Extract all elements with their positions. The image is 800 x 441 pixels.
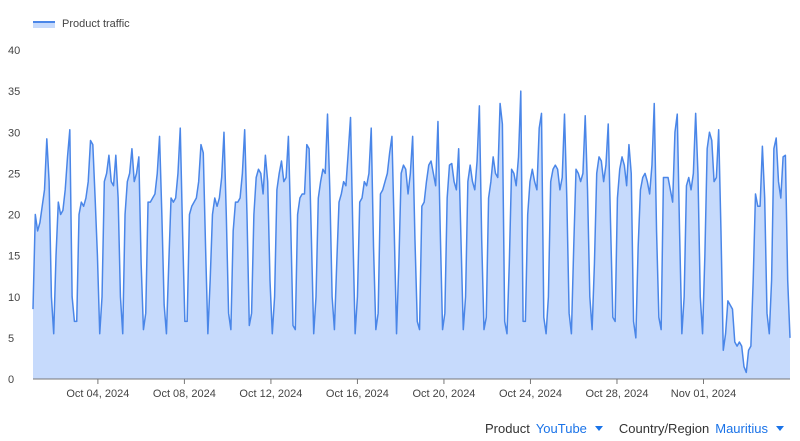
y-tick-label: 0 xyxy=(8,374,14,386)
y-tick-label: 35 xyxy=(8,86,20,98)
x-tick-label: Oct 12, 2024 xyxy=(239,388,302,400)
country-region-dropdown-label: Country/Region xyxy=(618,420,710,436)
y-tick-label: 10 xyxy=(8,292,20,304)
legend-swatch-icon xyxy=(33,20,55,28)
y-tick-label: 30 xyxy=(8,127,20,139)
x-tick-label: Oct 28, 2024 xyxy=(585,388,648,400)
x-tick-label: Oct 20, 2024 xyxy=(412,388,475,400)
y-tick-label: 40 xyxy=(8,45,20,57)
country-region-dropdown[interactable]: Country/Region Mauritius xyxy=(619,421,784,436)
y-tick-label: 25 xyxy=(8,168,20,180)
caret-down-icon[interactable] xyxy=(594,425,603,431)
traffic-chart: 0 5 10 15 20 25 30 35 40 Oct 04, 2024 Oct 08, 202… xyxy=(8,45,791,400)
traffic-series-line xyxy=(32,90,791,374)
x-tick-label: Oct 04, 2024 xyxy=(66,388,129,400)
country-region-dropdown-value[interactable]: Mauritius xyxy=(715,420,768,436)
y-tick-label: 20 xyxy=(8,210,20,222)
x-axis: Oct 04, 2024 Oct 08, 2024 Oct 12, 2024 Oct … xyxy=(66,379,736,400)
y-axis: 0 5 10 15 20 25 30 35 40 xyxy=(8,45,20,386)
legend-label: Product traffic xyxy=(62,18,130,30)
y-tick-label: 5 xyxy=(8,333,14,345)
product-dropdown-value[interactable]: YouTube xyxy=(535,420,587,436)
caret-down-icon[interactable] xyxy=(776,425,784,431)
filter-controls: Product YouTube Country/Region Mauritius xyxy=(469,419,784,437)
chart-legend: Product traffic xyxy=(33,16,130,32)
product-dropdown[interactable]: Product YouTube xyxy=(485,421,603,436)
product-dropdown-label: Product xyxy=(485,420,530,436)
y-tick-label: 15 xyxy=(8,251,20,263)
x-tick-label: Oct 16, 2024 xyxy=(326,388,389,400)
x-tick-label: Nov 01, 2024 xyxy=(671,388,736,400)
traffic-area-fill xyxy=(33,91,790,379)
x-tick-label: Oct 08, 2024 xyxy=(153,388,216,400)
x-tick-label: Oct 24, 2024 xyxy=(499,388,562,400)
